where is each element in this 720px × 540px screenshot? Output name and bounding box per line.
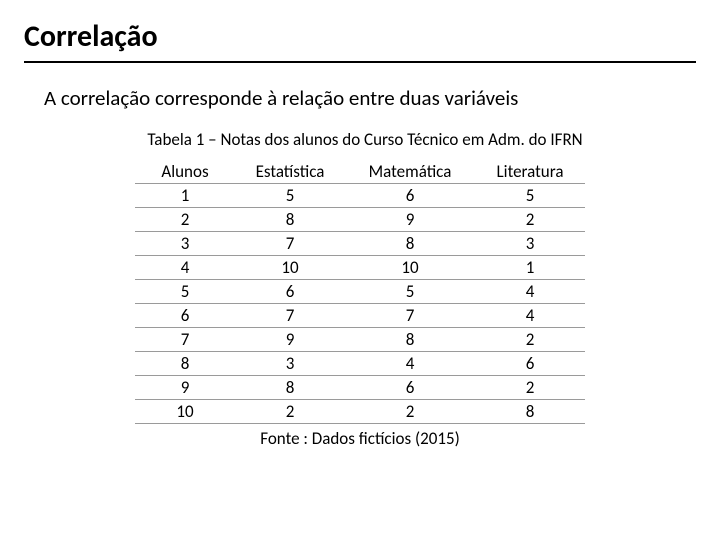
cell: 9 xyxy=(135,376,235,400)
table-row: 3783 xyxy=(135,232,585,256)
table-row: 10228 xyxy=(135,400,585,424)
cell: 8 xyxy=(235,208,345,232)
cell: 7 xyxy=(235,232,345,256)
cell: 9 xyxy=(345,208,475,232)
cell: 2 xyxy=(235,400,345,424)
cell: 2 xyxy=(475,328,585,352)
cell: 1 xyxy=(475,256,585,280)
col-header-alunos: Alunos xyxy=(135,160,235,184)
grades-table: Alunos Estatística Matemática Literatura… xyxy=(135,160,585,424)
cell: 3 xyxy=(475,232,585,256)
cell: 5 xyxy=(345,280,475,304)
table-row: 2892 xyxy=(135,208,585,232)
cell: 6 xyxy=(235,280,345,304)
cell: 5 xyxy=(135,280,235,304)
cell: 7 xyxy=(235,304,345,328)
table-row: 9862 xyxy=(135,376,585,400)
table-wrapper: Alunos Estatística Matemática Literatura… xyxy=(24,160,696,424)
cell: 4 xyxy=(475,304,585,328)
cell: 8 xyxy=(345,232,475,256)
cell: 7 xyxy=(345,304,475,328)
table-source: Fonte : Dados fictícios (2015) xyxy=(24,428,696,449)
cell: 8 xyxy=(345,328,475,352)
col-header-matematica: Matemática xyxy=(345,160,475,184)
page-title: Correlação xyxy=(24,18,696,63)
cell: 9 xyxy=(235,328,345,352)
cell: 8 xyxy=(135,352,235,376)
cell: 5 xyxy=(235,184,345,208)
cell: 4 xyxy=(135,256,235,280)
cell: 3 xyxy=(135,232,235,256)
cell: 8 xyxy=(235,376,345,400)
cell: 2 xyxy=(475,376,585,400)
table-row: 410101 xyxy=(135,256,585,280)
cell: 10 xyxy=(135,400,235,424)
cell: 4 xyxy=(475,280,585,304)
table-row: 8346 xyxy=(135,352,585,376)
table-row: 7982 xyxy=(135,328,585,352)
col-header-literatura: Literatura xyxy=(475,160,585,184)
cell: 5 xyxy=(475,184,585,208)
cell: 10 xyxy=(345,256,475,280)
table-body: 1565 2892 3783 410101 5654 6774 7982 834… xyxy=(135,184,585,424)
cell: 6 xyxy=(345,376,475,400)
cell: 6 xyxy=(475,352,585,376)
cell: 2 xyxy=(345,400,475,424)
cell: 3 xyxy=(235,352,345,376)
cell: 1 xyxy=(135,184,235,208)
table-row: 5654 xyxy=(135,280,585,304)
col-header-estatistica: Estatística xyxy=(235,160,345,184)
table-row: 6774 xyxy=(135,304,585,328)
subtitle-text: A correlação corresponde à relação entre… xyxy=(44,85,696,111)
cell: 10 xyxy=(235,256,345,280)
cell: 4 xyxy=(345,352,475,376)
cell: 2 xyxy=(475,208,585,232)
cell: 6 xyxy=(135,304,235,328)
table-row: 1565 xyxy=(135,184,585,208)
table-header-row: Alunos Estatística Matemática Literatura xyxy=(135,160,585,184)
cell: 7 xyxy=(135,328,235,352)
cell: 6 xyxy=(345,184,475,208)
cell: 2 xyxy=(135,208,235,232)
cell: 8 xyxy=(475,400,585,424)
slide-container: Correlação A correlação corresponde à re… xyxy=(0,0,720,449)
table-caption: Tabela 1 – Notas dos alunos do Curso Téc… xyxy=(34,129,696,150)
